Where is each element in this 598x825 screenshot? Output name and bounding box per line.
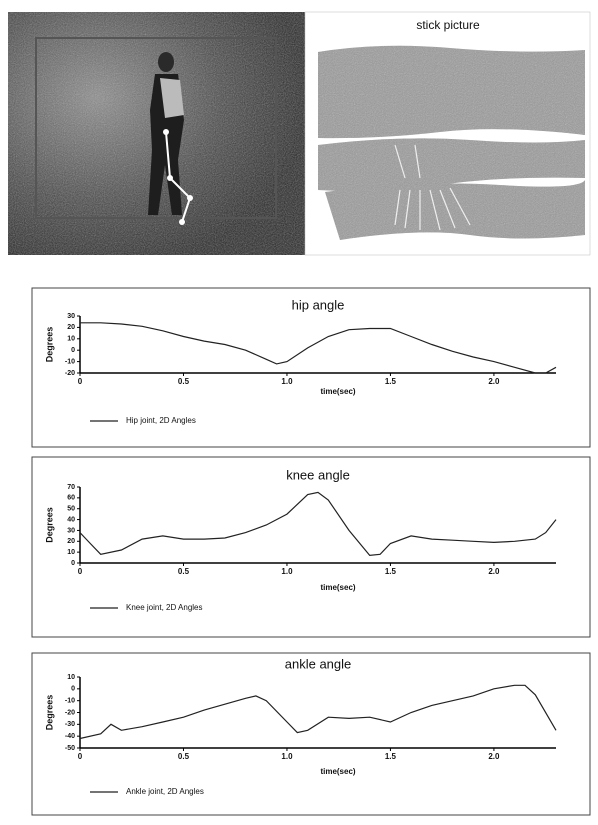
- y-axis-label: Degrees: [44, 327, 54, 363]
- x-axis-label: time(sec): [320, 387, 355, 396]
- x-tick-label: 2.0: [488, 567, 500, 576]
- legend-label: Knee joint, 2D Angles: [126, 603, 203, 612]
- x-tick-label: 0.5: [178, 377, 190, 386]
- chart-title: ankle angle: [285, 656, 352, 671]
- y-tick-label: 0: [71, 686, 75, 693]
- x-tick-label: 1.0: [281, 567, 293, 576]
- x-tick-label: 1.0: [281, 752, 293, 761]
- y-axis-label: Degrees: [44, 695, 54, 731]
- legend-label: Ankle joint, 2D Angles: [126, 787, 204, 796]
- y-tick-label: 30: [67, 527, 75, 534]
- y-tick-label: -50: [65, 745, 75, 752]
- video-frame: [8, 12, 305, 255]
- x-tick-label: 2.0: [488, 377, 500, 386]
- x-tick-label: 1.5: [385, 567, 397, 576]
- chart-title: hip angle: [292, 297, 345, 312]
- y-tick-label: 20: [67, 324, 75, 331]
- y-tick-label: -20: [65, 370, 75, 377]
- x-tick-label: 0: [78, 377, 83, 386]
- data-line: [80, 322, 557, 374]
- x-tick-label: 1.0: [281, 377, 293, 386]
- y-tick-label: 40: [67, 516, 75, 523]
- y-tick-label: 0: [71, 560, 75, 567]
- data-line: [79, 491, 557, 557]
- x-axis-label: time(sec): [320, 583, 355, 592]
- y-tick-label: 50: [67, 506, 75, 513]
- y-tick-label: -10: [65, 698, 75, 705]
- x-tick-label: 0.5: [178, 567, 190, 576]
- x-tick-label: 2.0: [488, 752, 500, 761]
- y-tick-label: 30: [67, 313, 75, 320]
- y-tick-label: 10: [67, 674, 75, 681]
- x-axis-label: time(sec): [320, 767, 355, 776]
- x-tick-label: 0: [78, 752, 83, 761]
- x-tick-label: 0.5: [178, 752, 190, 761]
- panel-title: stick picture: [416, 18, 480, 32]
- chart-frames: [31, 287, 591, 816]
- y-tick-label: -40: [65, 733, 75, 740]
- y-tick-label: -20: [65, 709, 75, 716]
- x-tick-label: 0: [78, 567, 83, 576]
- y-tick-label: 0: [71, 347, 75, 354]
- data-line: [79, 684, 557, 740]
- y-tick-label: 60: [67, 495, 75, 502]
- legend-label: Hip joint, 2D Angles: [126, 416, 196, 425]
- chart-title: knee angle: [286, 467, 350, 482]
- y-tick-label: 10: [67, 336, 75, 343]
- x-tick-label: 1.5: [385, 752, 397, 761]
- x-tick-label: 1.5: [385, 377, 397, 386]
- y-tick-label: 20: [67, 538, 75, 545]
- y-tick-label: 70: [67, 484, 75, 491]
- y-tick-label: -30: [65, 721, 75, 728]
- y-axis-label: Degrees: [44, 507, 54, 543]
- stick-picture-panel: stick picture: [304, 11, 591, 256]
- y-tick-label: 10: [67, 549, 75, 556]
- y-tick-label: -10: [65, 358, 75, 365]
